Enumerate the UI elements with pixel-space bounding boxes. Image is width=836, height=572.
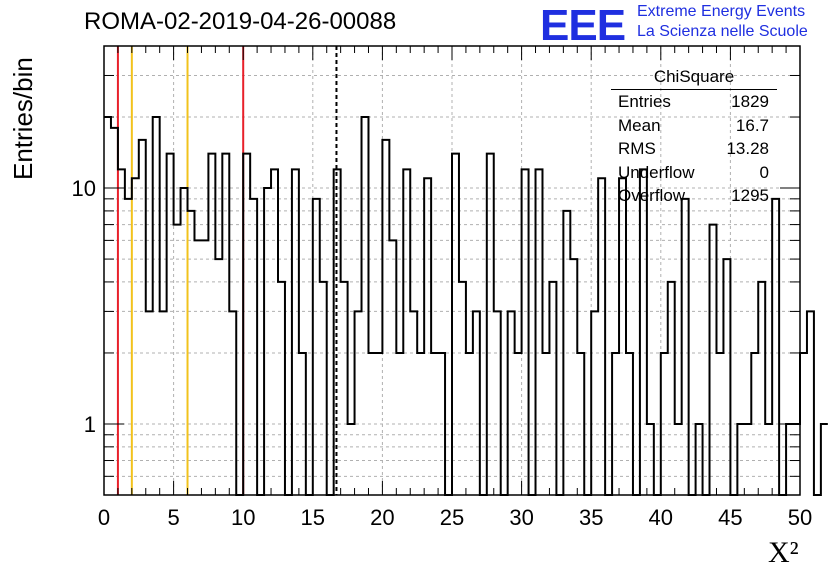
x-tick-label: 10	[231, 505, 255, 530]
x-tick-label: 35	[579, 505, 603, 530]
histogram-bin	[758, 282, 765, 495]
x-tick-label: 20	[370, 505, 394, 530]
histogram-bin	[640, 169, 647, 495]
stats-value: 0	[759, 162, 769, 182]
histogram-bin	[668, 282, 675, 495]
histogram-bin	[487, 154, 494, 495]
histogram-bin	[139, 140, 146, 495]
histogram-bin	[591, 311, 598, 495]
histogram-bin	[549, 282, 556, 495]
x-tick-label: 5	[167, 505, 179, 530]
stats-label: Overflow	[618, 186, 686, 205]
histogram-bin	[723, 259, 730, 495]
histogram-bin	[132, 178, 139, 495]
histogram-bin	[619, 178, 626, 495]
histogram-bin	[522, 169, 529, 495]
histogram-bin	[410, 311, 417, 495]
histogram-bin	[146, 311, 153, 495]
histogram-bin	[362, 117, 369, 495]
histogram-bin	[313, 199, 320, 495]
x-tick-label: 15	[301, 505, 325, 530]
stats-value: 13.28	[726, 139, 769, 158]
stats-row-rms: RMS 13.28	[609, 137, 777, 161]
stats-label: RMS	[618, 139, 656, 158]
histogram-bin	[508, 311, 515, 495]
histogram-bin	[536, 169, 543, 495]
x-tick-label: 0	[98, 505, 110, 530]
histogram-bin	[473, 311, 480, 495]
histogram-bin	[821, 424, 828, 495]
histogram-bin	[271, 169, 278, 495]
histogram-bin	[167, 154, 174, 495]
stats-label: Underflow	[618, 162, 695, 182]
histogram-bin	[125, 199, 132, 495]
histogram-bin	[403, 169, 410, 495]
histogram-bin	[710, 225, 717, 495]
histogram-bin	[292, 169, 299, 495]
stats-label: Mean	[618, 115, 661, 135]
x-tick-label: 30	[509, 505, 533, 530]
histogram-bin	[229, 311, 236, 495]
stats-row-entries: Entries 1829	[609, 90, 777, 114]
stats-box: ChiSquare Entries 1829 Mean 16.7 RMS 13.…	[609, 67, 777, 208]
x-tick-label: 45	[718, 505, 742, 530]
x-tick-label: 50	[788, 505, 812, 530]
eee-logo: EEE	[540, 1, 626, 50]
histogram-bin	[382, 140, 389, 495]
y-tick-label: 10	[72, 176, 96, 201]
histogram-series	[104, 116, 828, 496]
histogram-bin	[355, 311, 362, 495]
histogram-bin	[341, 282, 348, 495]
stats-row-overflow: Overflow 1295	[609, 184, 777, 208]
stats-label: Entries	[618, 92, 671, 111]
histogram-bin	[118, 169, 125, 495]
histogram-bin	[222, 154, 229, 495]
histogram-bin	[320, 282, 327, 495]
histogram-bin	[800, 353, 807, 495]
histogram-bin	[201, 240, 208, 495]
histogram-bin	[807, 311, 814, 495]
histogram-bin	[424, 178, 431, 495]
marker-lines	[116, 46, 338, 495]
stats-row-underflow: Underflow 0	[609, 161, 777, 185]
histogram-bin	[494, 311, 501, 495]
x-axis-label: X²	[768, 536, 799, 569]
stats-value: 16.7	[735, 115, 769, 135]
histogram-bin	[160, 311, 167, 495]
histogram-bin	[459, 282, 466, 495]
histogram-bin	[570, 259, 577, 495]
stats-row-mean: Mean 16.7	[609, 114, 777, 138]
histogram-bin	[104, 117, 111, 495]
x-tick-label: 25	[440, 505, 464, 530]
histogram-bin	[250, 199, 257, 495]
histogram-bin	[153, 117, 160, 495]
histogram-bin	[278, 282, 285, 495]
x-tick-label: 40	[649, 505, 673, 530]
histogram-bin	[208, 154, 215, 495]
histogram-bin	[194, 240, 201, 495]
histogram-bin	[389, 240, 396, 495]
stats-value: 1295	[731, 186, 769, 205]
histogram-bin	[243, 154, 250, 495]
org-name-line: Extreme Energy Events	[637, 3, 806, 20]
y-tick-label: 1	[84, 412, 96, 437]
histogram-bin	[452, 154, 459, 495]
histogram-bin	[772, 199, 779, 495]
histogram-bin	[174, 225, 181, 495]
histogram-outline	[104, 116, 828, 496]
y-axis-label: Entries/bin	[8, 57, 38, 180]
histogram-bin	[682, 199, 689, 495]
org-tagline: La Scienza nelle Scuole	[637, 23, 808, 40]
histogram-bin	[598, 178, 605, 495]
stats-value: 1829	[731, 92, 769, 111]
run-title: ROMA-02-2019-04-26-00088	[84, 8, 397, 35]
stats-title: ChiSquare	[611, 67, 777, 90]
axes: 0 5 10 15 20 25 30 35 40 45 50 1 10	[72, 45, 812, 530]
histogram-bin	[264, 188, 271, 495]
histogram-bin	[215, 259, 222, 495]
histogram-bin	[181, 188, 188, 495]
